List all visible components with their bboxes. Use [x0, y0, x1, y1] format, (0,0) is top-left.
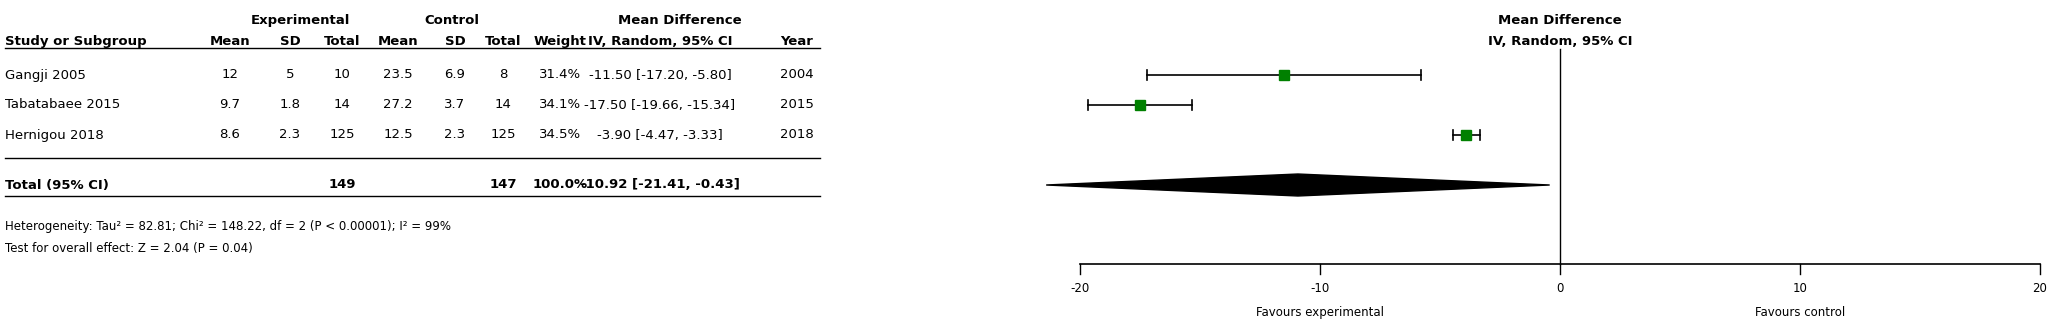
- Text: 23.5: 23.5: [383, 68, 412, 82]
- Text: 2018: 2018: [779, 129, 814, 141]
- Text: Favours experimental: Favours experimental: [1257, 306, 1384, 319]
- Text: -3.90 [-4.47, -3.33]: -3.90 [-4.47, -3.33]: [597, 129, 724, 141]
- Text: 12.5: 12.5: [383, 129, 412, 141]
- Text: Gangji 2005: Gangji 2005: [4, 68, 86, 82]
- Text: 9.7: 9.7: [219, 98, 240, 112]
- Text: Mean Difference: Mean Difference: [619, 14, 742, 27]
- Text: Total: Total: [484, 35, 521, 48]
- Text: 10: 10: [1792, 282, 1808, 295]
- Text: Mean: Mean: [209, 35, 250, 48]
- Text: 12: 12: [221, 68, 238, 82]
- Text: Total (95% CI): Total (95% CI): [4, 179, 109, 191]
- Text: 5: 5: [285, 68, 295, 82]
- Text: SD: SD: [279, 35, 301, 48]
- Text: -11.50 [-17.20, -5.80]: -11.50 [-17.20, -5.80]: [588, 68, 732, 82]
- Text: Study or Subgroup: Study or Subgroup: [4, 35, 148, 48]
- Text: IV, Random, 95% CI: IV, Random, 95% CI: [1488, 35, 1632, 48]
- Text: 2.3: 2.3: [445, 129, 465, 141]
- Text: -10.92 [-21.41, -0.43]: -10.92 [-21.41, -0.43]: [580, 179, 740, 191]
- Text: Tabatabaee 2015: Tabatabaee 2015: [4, 98, 121, 112]
- Text: IV, Random, 95% CI: IV, Random, 95% CI: [588, 35, 732, 48]
- Bar: [1462, 130, 1472, 140]
- Text: Heterogeneity: Tau² = 82.81; Chi² = 148.22, df = 2 (P < 0.00001); I² = 99%: Heterogeneity: Tau² = 82.81; Chi² = 148.…: [4, 220, 451, 233]
- Text: 3.7: 3.7: [445, 98, 465, 112]
- Text: 27.2: 27.2: [383, 98, 412, 112]
- Text: 2015: 2015: [779, 98, 814, 112]
- Text: Experimental: Experimental: [250, 14, 351, 27]
- Text: 147: 147: [490, 179, 517, 191]
- Text: 2.3: 2.3: [279, 129, 301, 141]
- Text: 20: 20: [2032, 282, 2048, 295]
- Text: Mean Difference: Mean Difference: [1499, 14, 1622, 27]
- Text: Favours control: Favours control: [1755, 306, 1845, 319]
- Text: Total: Total: [324, 35, 361, 48]
- Text: 1.8: 1.8: [279, 98, 301, 112]
- Text: -20: -20: [1070, 282, 1091, 295]
- Text: 100.0%: 100.0%: [533, 179, 588, 191]
- Text: SD: SD: [445, 35, 465, 48]
- Text: Hernigou 2018: Hernigou 2018: [4, 129, 105, 141]
- Text: 125: 125: [330, 129, 355, 141]
- Text: 2004: 2004: [779, 68, 814, 82]
- Text: 6.9: 6.9: [445, 68, 465, 82]
- Bar: [1136, 100, 1146, 110]
- Text: Weight: Weight: [533, 35, 586, 48]
- Text: Control: Control: [424, 14, 480, 27]
- Text: 149: 149: [328, 179, 357, 191]
- Polygon shape: [1046, 174, 1550, 196]
- Text: Mean: Mean: [377, 35, 418, 48]
- Text: 8.6: 8.6: [219, 129, 240, 141]
- Text: 14: 14: [334, 98, 351, 112]
- Text: 34.1%: 34.1%: [539, 98, 580, 112]
- Bar: [1279, 70, 1289, 80]
- Text: 8: 8: [498, 68, 506, 82]
- Text: 125: 125: [490, 129, 517, 141]
- Text: 31.4%: 31.4%: [539, 68, 580, 82]
- Text: 14: 14: [494, 98, 510, 112]
- Text: Year: Year: [779, 35, 814, 48]
- Text: 34.5%: 34.5%: [539, 129, 580, 141]
- Text: 0: 0: [1556, 282, 1564, 295]
- Text: Test for overall effect: Z = 2.04 (P = 0.04): Test for overall effect: Z = 2.04 (P = 0…: [4, 242, 252, 255]
- Text: -10: -10: [1310, 282, 1330, 295]
- Text: -17.50 [-19.66, -15.34]: -17.50 [-19.66, -15.34]: [584, 98, 736, 112]
- Text: 10: 10: [334, 68, 351, 82]
